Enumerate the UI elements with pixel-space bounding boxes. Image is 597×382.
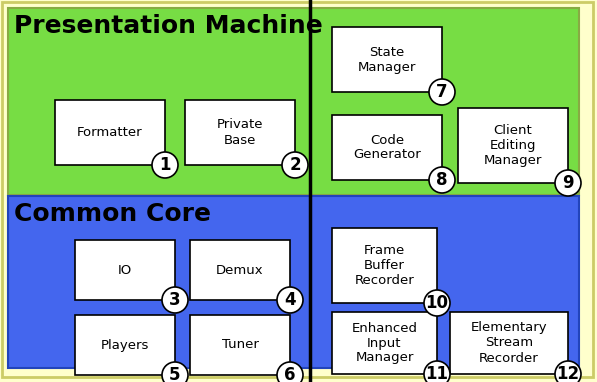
Text: Private
Base: Private Base bbox=[217, 118, 263, 147]
FancyBboxPatch shape bbox=[8, 196, 579, 368]
FancyBboxPatch shape bbox=[332, 312, 437, 374]
Circle shape bbox=[277, 287, 303, 313]
Text: Demux: Demux bbox=[216, 264, 264, 277]
FancyBboxPatch shape bbox=[185, 100, 295, 165]
Text: 3: 3 bbox=[169, 291, 181, 309]
FancyBboxPatch shape bbox=[332, 115, 442, 180]
FancyBboxPatch shape bbox=[458, 108, 568, 183]
FancyBboxPatch shape bbox=[450, 312, 568, 374]
Text: 4: 4 bbox=[284, 291, 296, 309]
FancyBboxPatch shape bbox=[55, 100, 165, 165]
Text: 5: 5 bbox=[170, 366, 181, 382]
Text: Client
Editing
Manager: Client Editing Manager bbox=[484, 124, 542, 167]
FancyBboxPatch shape bbox=[332, 27, 442, 92]
Circle shape bbox=[162, 287, 188, 313]
Text: IO: IO bbox=[118, 264, 132, 277]
FancyBboxPatch shape bbox=[2, 2, 593, 377]
Circle shape bbox=[555, 170, 581, 196]
Text: Common Core: Common Core bbox=[14, 202, 211, 226]
Text: 12: 12 bbox=[556, 365, 580, 382]
Text: 1: 1 bbox=[159, 156, 171, 174]
Circle shape bbox=[429, 167, 455, 193]
Text: Elementary
Stream
Recorder: Elementary Stream Recorder bbox=[470, 322, 547, 364]
FancyBboxPatch shape bbox=[75, 315, 175, 375]
Text: 7: 7 bbox=[436, 83, 448, 101]
Text: 8: 8 bbox=[436, 171, 448, 189]
Circle shape bbox=[152, 152, 178, 178]
Text: Frame
Buffer
Recorder: Frame Buffer Recorder bbox=[355, 244, 414, 287]
Text: 11: 11 bbox=[426, 365, 448, 382]
FancyBboxPatch shape bbox=[75, 240, 175, 300]
FancyBboxPatch shape bbox=[190, 315, 290, 375]
Text: 9: 9 bbox=[562, 174, 574, 192]
FancyBboxPatch shape bbox=[8, 8, 579, 195]
Circle shape bbox=[162, 362, 188, 382]
Text: 6: 6 bbox=[284, 366, 296, 382]
FancyBboxPatch shape bbox=[332, 228, 437, 303]
Text: Code
Generator: Code Generator bbox=[353, 133, 421, 162]
Text: Formatter: Formatter bbox=[77, 126, 143, 139]
Text: Tuner: Tuner bbox=[221, 338, 259, 351]
Circle shape bbox=[424, 290, 450, 316]
Text: Presentation Machine: Presentation Machine bbox=[14, 14, 323, 38]
Circle shape bbox=[429, 79, 455, 105]
Circle shape bbox=[555, 361, 581, 382]
Text: State
Manager: State Manager bbox=[358, 45, 416, 73]
Text: Players: Players bbox=[101, 338, 149, 351]
Text: 2: 2 bbox=[289, 156, 301, 174]
Text: Enhanced
Input
Manager: Enhanced Input Manager bbox=[352, 322, 417, 364]
Circle shape bbox=[277, 362, 303, 382]
Circle shape bbox=[282, 152, 308, 178]
Circle shape bbox=[424, 361, 450, 382]
Text: 10: 10 bbox=[426, 294, 448, 312]
FancyBboxPatch shape bbox=[190, 240, 290, 300]
